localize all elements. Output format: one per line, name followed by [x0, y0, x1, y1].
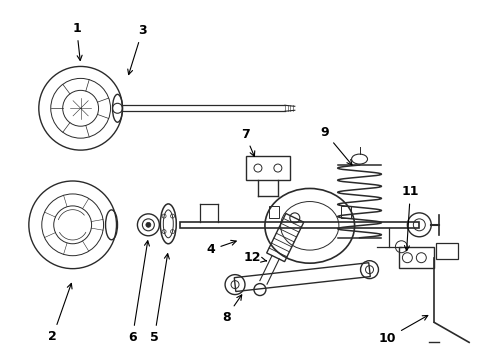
Text: 11: 11: [402, 185, 419, 251]
Text: 6: 6: [128, 241, 149, 344]
Text: 8: 8: [222, 295, 242, 324]
Text: 12: 12: [243, 251, 267, 264]
Text: 10: 10: [379, 315, 428, 345]
Text: 7: 7: [241, 128, 255, 156]
Text: 2: 2: [49, 283, 72, 343]
Circle shape: [146, 222, 151, 227]
Bar: [436, 243, 458, 259]
Text: 5: 5: [150, 254, 170, 344]
Text: 9: 9: [320, 126, 352, 165]
Bar: [180, 222, 419, 228]
Text: 3: 3: [128, 24, 147, 75]
Text: 1: 1: [73, 22, 82, 60]
Text: 4: 4: [207, 240, 236, 256]
